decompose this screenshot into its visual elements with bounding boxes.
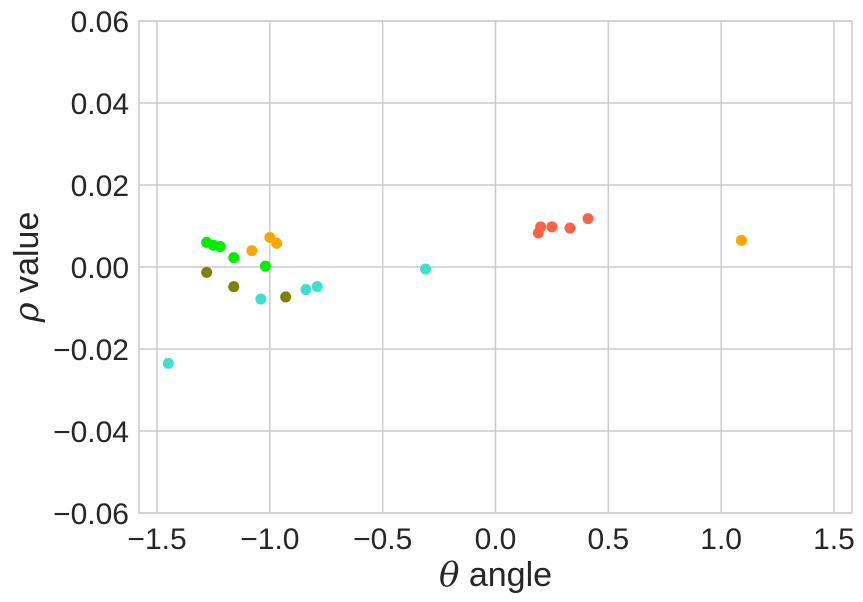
y-tick-label: −0.06 xyxy=(53,498,129,531)
data-point-tomato xyxy=(535,221,547,233)
y-tick-label: 0.00 xyxy=(71,252,129,285)
data-point-turquoise xyxy=(311,281,323,293)
data-point-orange xyxy=(271,237,283,249)
y-axis-label: ρ value xyxy=(7,212,47,324)
x-tick-label: −1.5 xyxy=(127,523,186,556)
grid-layer xyxy=(139,20,852,514)
y-tick-label: −0.04 xyxy=(53,416,129,449)
y-axis-text: value xyxy=(8,212,46,303)
x-tick-label: 0.5 xyxy=(587,523,629,556)
data-point-olive xyxy=(280,291,292,303)
data-point-green xyxy=(259,260,271,272)
y-tick-label: 0.04 xyxy=(71,88,129,121)
data-point-tomato xyxy=(564,222,576,234)
data-point-green xyxy=(228,252,240,264)
y-tick-label: 0.02 xyxy=(71,170,129,203)
x-axis-text: angle xyxy=(459,556,552,594)
y-axis-symbol: ρ xyxy=(7,302,47,323)
points-layer xyxy=(162,213,747,369)
x-tick-label: 1.0 xyxy=(700,523,742,556)
data-point-orange xyxy=(246,245,258,257)
x-axis-symbol: θ xyxy=(439,555,459,595)
plot-frame xyxy=(138,20,853,514)
data-point-tomato xyxy=(546,221,558,233)
data-point-turquoise xyxy=(162,357,174,369)
tick-labels: −1.5 −1.0 −0.5 0.0 0.5 1.0 1.5 −0.06 −0.04 −0.02 0… xyxy=(53,6,855,556)
data-point-turquoise xyxy=(255,293,267,305)
data-point-turquoise xyxy=(420,263,432,275)
x-tick-label: 1.5 xyxy=(813,523,855,556)
data-point-olive xyxy=(201,266,213,278)
data-point-olive xyxy=(228,281,240,293)
data-point-green xyxy=(214,241,226,252)
x-tick-label: −1.0 xyxy=(240,523,299,556)
data-point-turquoise xyxy=(300,284,312,296)
y-tick-label: 0.06 xyxy=(71,6,129,39)
x-tick-label: 0.0 xyxy=(475,523,517,556)
data-point-tomato xyxy=(582,213,594,225)
x-tick-label: −0.5 xyxy=(353,523,412,556)
x-axis-label: θ angle xyxy=(439,555,552,595)
y-tick-label: −0.02 xyxy=(53,334,129,367)
data-point-orange xyxy=(735,234,747,246)
